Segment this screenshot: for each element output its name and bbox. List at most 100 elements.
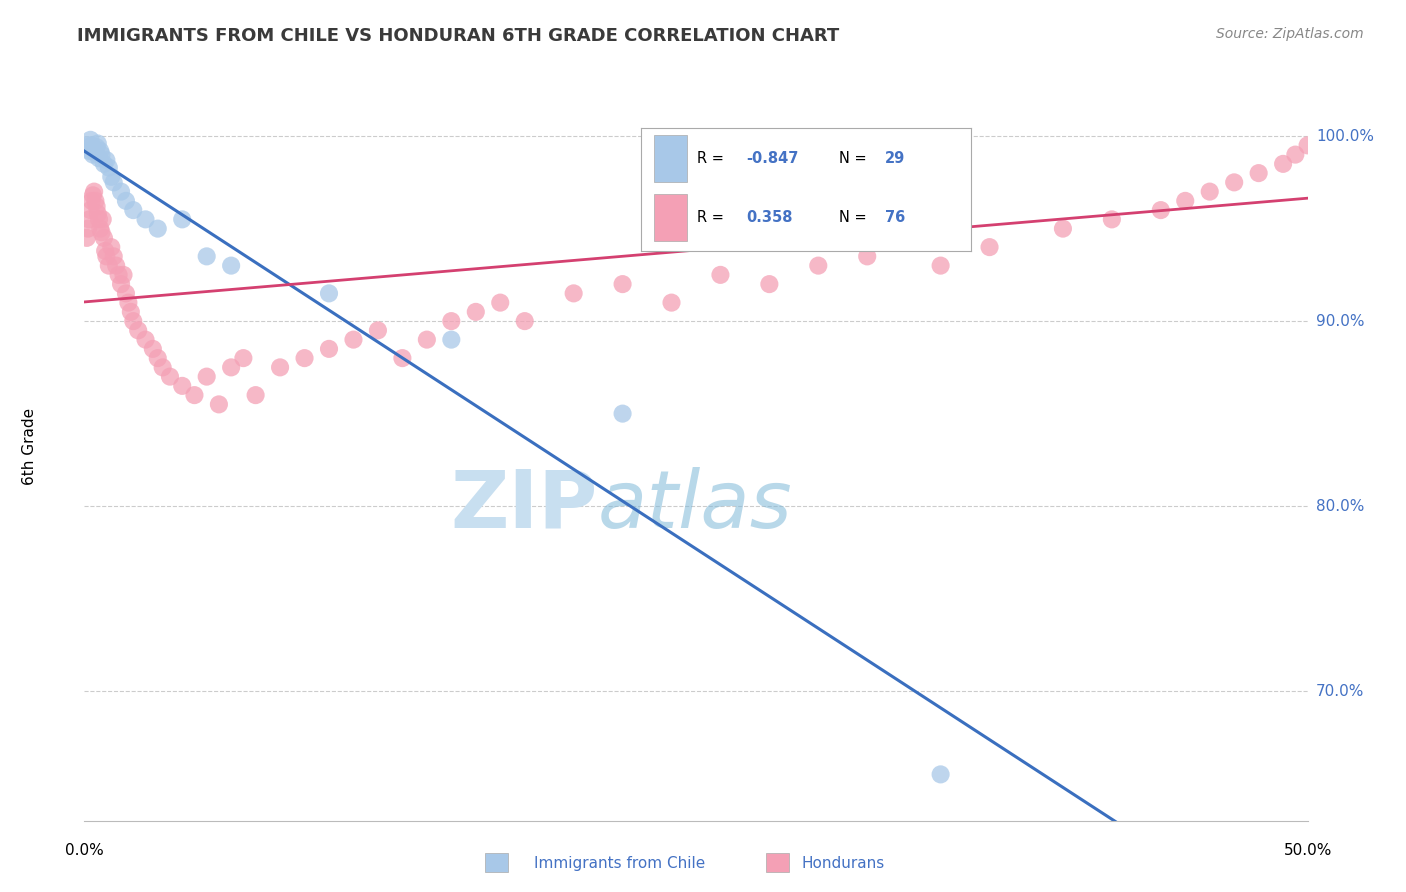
Point — [122, 314, 145, 328]
Point — [83, 142, 105, 156]
Point — [82, 188, 104, 202]
Point — [112, 268, 135, 282]
Point — [1101, 212, 1123, 227]
Text: Immigrants from Chile: Immigrants from Chile — [534, 856, 706, 871]
Point — [80, 194, 103, 208]
Point — [709, 268, 731, 282]
Point — [82, 147, 104, 161]
Point — [110, 185, 132, 199]
Point — [208, 397, 231, 411]
Point — [127, 323, 149, 337]
Point — [93, 157, 115, 171]
Point — [513, 314, 536, 328]
Point — [195, 249, 218, 263]
Point — [1296, 138, 1319, 153]
Point — [318, 342, 340, 356]
Point — [159, 369, 181, 384]
Point — [1346, 151, 1368, 165]
Point — [146, 221, 169, 235]
Point — [269, 360, 291, 375]
Point — [489, 295, 512, 310]
Text: 100.0%: 100.0% — [1316, 128, 1374, 144]
Point — [103, 175, 125, 189]
Point — [77, 138, 100, 153]
Point — [661, 295, 683, 310]
Point — [562, 286, 585, 301]
Point — [97, 161, 120, 175]
Point — [90, 147, 112, 161]
Point — [391, 351, 413, 365]
Text: ZIP: ZIP — [451, 467, 598, 545]
Text: Hondurans: Hondurans — [801, 856, 884, 871]
Point — [1174, 194, 1197, 208]
Point — [77, 212, 100, 227]
Text: 70.0%: 70.0% — [1316, 683, 1364, 698]
Point — [1223, 175, 1246, 189]
Text: 50.0%: 50.0% — [1284, 843, 1331, 858]
Point — [100, 240, 122, 254]
Point — [440, 333, 463, 347]
Point — [96, 249, 118, 263]
Point — [195, 369, 218, 384]
Point — [1358, 138, 1381, 153]
Point — [91, 212, 114, 227]
Text: 6th Grade: 6th Grade — [22, 408, 37, 484]
Point — [93, 231, 115, 245]
Point — [807, 259, 830, 273]
Point — [1333, 144, 1355, 158]
Point — [1309, 147, 1331, 161]
Point — [416, 333, 439, 347]
Point — [1052, 221, 1074, 235]
Point — [80, 138, 103, 153]
Point — [120, 305, 142, 319]
Point — [294, 351, 316, 365]
Point — [135, 333, 157, 347]
Point — [183, 388, 205, 402]
Point — [1198, 185, 1220, 199]
Point — [318, 286, 340, 301]
Point — [1320, 157, 1343, 171]
Point — [105, 259, 128, 273]
Text: 0.0%: 0.0% — [65, 843, 104, 858]
Point — [115, 194, 138, 208]
Text: 80.0%: 80.0% — [1316, 499, 1364, 514]
Point — [97, 259, 120, 273]
Point — [84, 145, 107, 160]
Point — [367, 323, 389, 337]
Point — [79, 203, 101, 218]
Point — [83, 185, 105, 199]
Point — [96, 153, 118, 168]
Point — [135, 212, 157, 227]
Point — [1284, 147, 1306, 161]
Point — [89, 144, 111, 158]
Point — [172, 379, 194, 393]
Text: atlas: atlas — [598, 467, 793, 545]
Point — [86, 199, 108, 213]
Point — [1247, 166, 1270, 180]
Point — [79, 133, 101, 147]
Point — [89, 221, 111, 235]
Point — [87, 136, 110, 151]
Point — [440, 314, 463, 328]
Point — [86, 140, 108, 154]
Point — [76, 231, 98, 245]
Point — [219, 360, 242, 375]
Point — [929, 259, 952, 273]
Point — [87, 151, 110, 165]
Point — [232, 351, 254, 365]
Point — [77, 144, 100, 158]
Point — [87, 207, 110, 221]
Point — [979, 240, 1001, 254]
Point — [100, 169, 122, 184]
Point — [464, 305, 486, 319]
Text: Source: ZipAtlas.com: Source: ZipAtlas.com — [1216, 27, 1364, 41]
Point — [1150, 203, 1173, 218]
Point — [245, 388, 267, 402]
Point — [929, 767, 952, 781]
Point — [87, 212, 110, 227]
Point — [94, 244, 117, 258]
Point — [90, 225, 112, 239]
Point — [758, 277, 780, 292]
Point — [152, 360, 174, 375]
Point — [117, 295, 139, 310]
